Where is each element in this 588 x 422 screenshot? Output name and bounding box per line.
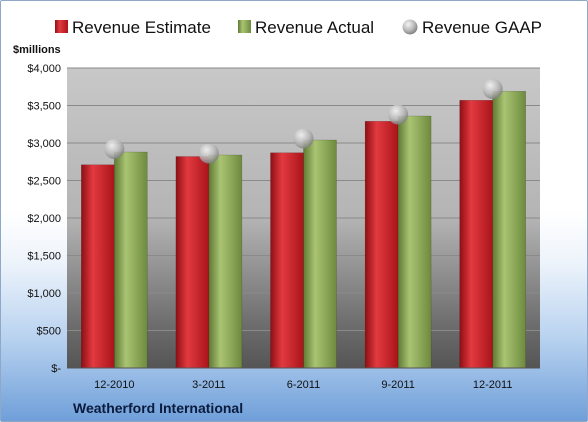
y-tick-label: $500 <box>37 326 61 338</box>
company-name: Weatherford International <box>73 400 243 416</box>
y-tick-label: $3,000 <box>27 138 61 150</box>
y-tick-label: $- <box>51 363 61 375</box>
legend-swatch-revenue-gaap <box>402 19 418 35</box>
legend-label-revenue-actual: Revenue Actual <box>255 18 374 37</box>
marker-revenue-gaap-12-2011 <box>482 79 503 99</box>
legend-swatch-revenue-actual <box>238 20 251 33</box>
bar-revenue-actual-12-2010 <box>114 151 148 369</box>
legend-label-revenue-estimate: Revenue Estimate <box>72 18 211 37</box>
y-tick-label: $3,500 <box>27 101 61 113</box>
bar-revenue-estimate-9-2011 <box>364 121 399 369</box>
y-tick-label: $1,500 <box>27 251 61 263</box>
y-axis-unit-label: $millions <box>13 44 61 56</box>
marker-revenue-gaap-6-2011 <box>293 128 314 149</box>
bar-revenue-actual-3-2011 <box>208 154 243 369</box>
bar-revenue-estimate-6-2011 <box>270 152 304 369</box>
bar-series <box>81 91 526 369</box>
x-tick-label: 6-2011 <box>287 379 320 391</box>
gaap-markers <box>104 79 503 164</box>
bar-revenue-actual-12-2011 <box>492 91 526 369</box>
bar-revenue-estimate-12-2011 <box>459 100 493 369</box>
legend-label-revenue-gaap: Revenue GAAP <box>422 18 542 37</box>
x-axis-ticks: 12-2010 3-2011 6-2011 9-2011 12-2011 <box>94 379 512 391</box>
y-tick-label: $4,000 <box>27 63 61 75</box>
marker-revenue-gaap-9-2011 <box>388 104 409 125</box>
bar-revenue-actual-9-2011 <box>397 115 432 369</box>
y-tick-label: $1,000 <box>27 288 61 300</box>
x-tick-label: 12-2011 <box>473 379 513 391</box>
legend-swatch-revenue-estimate <box>55 20 68 33</box>
y-axis-ticks: $- $500 $1,000 $1,500 $2,000 $2,500 $3,000 $3,5… <box>27 63 61 375</box>
marker-revenue-gaap-3-2011 <box>198 143 219 164</box>
x-tick-label: 12-2010 <box>94 379 134 391</box>
bar-revenue-actual-6-2011 <box>303 139 337 369</box>
x-tick-label: 3-2011 <box>192 379 225 391</box>
y-tick-label: $2,000 <box>27 213 61 225</box>
bar-revenue-estimate-12-2010 <box>81 164 115 369</box>
legend: Revenue Estimate Revenue Actual Revenue … <box>55 18 542 37</box>
marker-revenue-gaap-12-2010 <box>104 139 125 159</box>
y-tick-label: $2,500 <box>27 176 61 188</box>
x-tick-label: 9-2011 <box>381 379 414 391</box>
bar-revenue-estimate-3-2011 <box>175 156 210 369</box>
